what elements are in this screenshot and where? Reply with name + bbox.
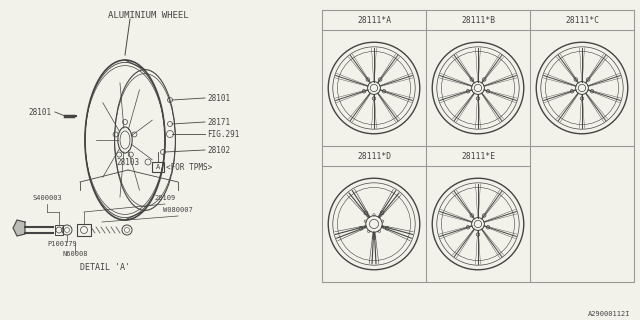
Text: 28101: 28101 bbox=[28, 108, 51, 116]
Text: 28111*E: 28111*E bbox=[461, 151, 495, 161]
Text: 28111*C: 28111*C bbox=[565, 15, 599, 25]
Text: 28111*A: 28111*A bbox=[357, 15, 391, 25]
Text: A: A bbox=[156, 164, 160, 170]
Text: FIG.291: FIG.291 bbox=[207, 130, 239, 139]
Text: N60008: N60008 bbox=[62, 251, 88, 257]
Text: 28171: 28171 bbox=[207, 117, 230, 126]
Text: W080007: W080007 bbox=[163, 207, 193, 213]
Text: 28109: 28109 bbox=[154, 195, 175, 201]
Text: <FOR TPMS>: <FOR TPMS> bbox=[166, 163, 212, 172]
Text: 28102: 28102 bbox=[207, 146, 230, 155]
Text: ALUMINIUM WHEEL: ALUMINIUM WHEEL bbox=[108, 11, 188, 20]
Text: DETAIL 'A': DETAIL 'A' bbox=[80, 263, 130, 272]
Text: 28103: 28103 bbox=[116, 158, 140, 167]
Text: 28101: 28101 bbox=[207, 93, 230, 102]
Polygon shape bbox=[13, 220, 25, 236]
Text: 28111*B: 28111*B bbox=[461, 15, 495, 25]
Text: S400003: S400003 bbox=[32, 195, 62, 201]
Text: P100179: P100179 bbox=[47, 241, 77, 247]
Text: A29000112I: A29000112I bbox=[588, 311, 630, 317]
Text: 28111*D: 28111*D bbox=[357, 151, 391, 161]
